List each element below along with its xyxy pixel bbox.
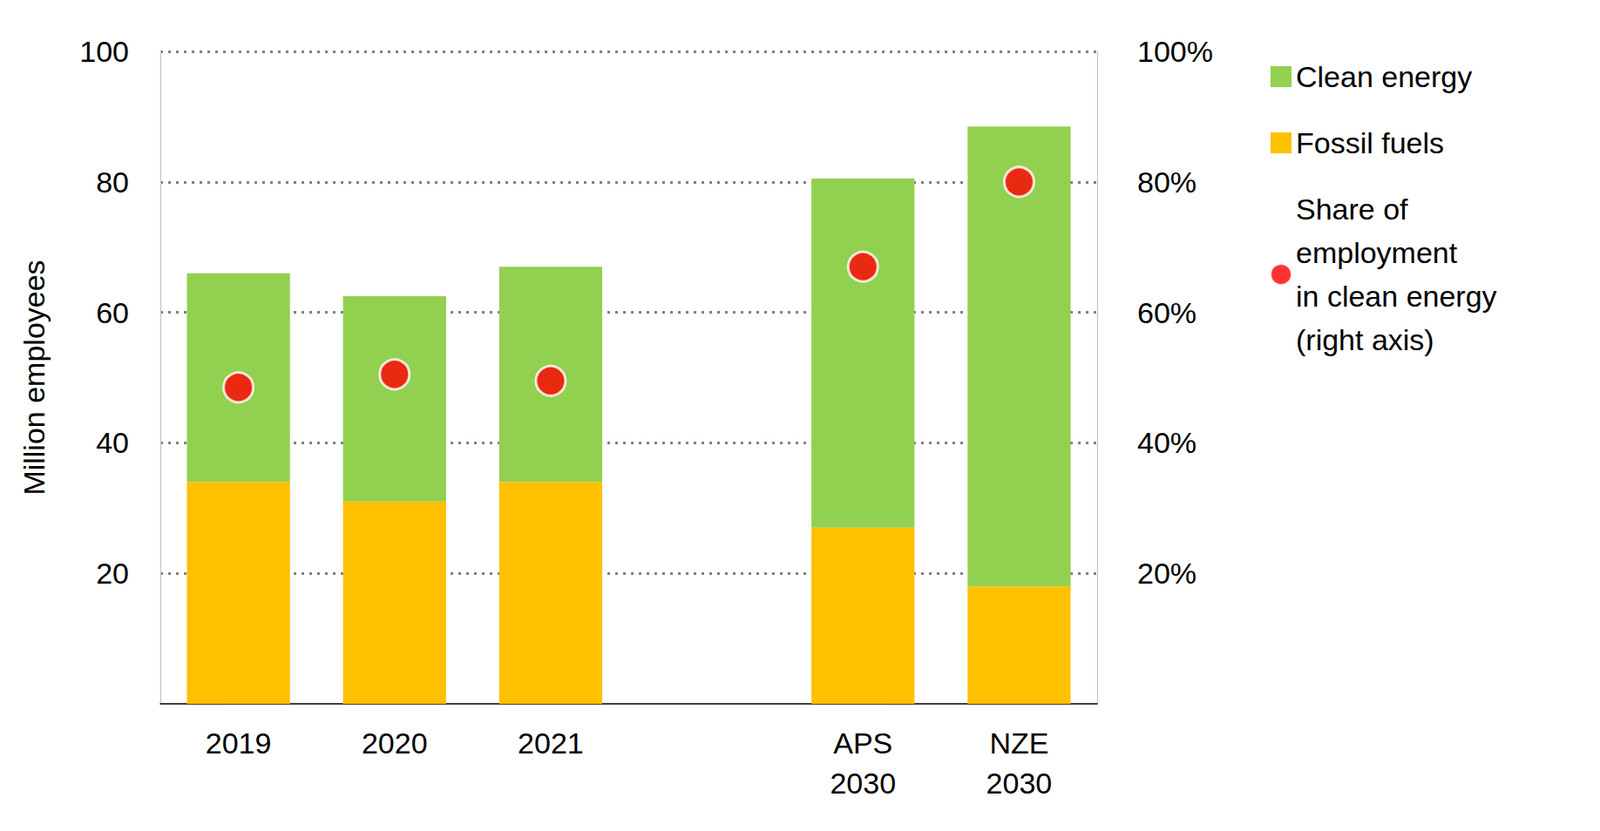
svg-text:in clean energy: in clean energy (1295, 279, 1498, 313)
svg-text:Fossil fuels: Fossil fuels (1295, 126, 1445, 160)
svg-text:(right axis): (right axis) (1295, 323, 1435, 357)
svg-text:60%: 60% (1137, 296, 1197, 330)
svg-text:APS: APS (833, 726, 893, 760)
svg-text:80: 80 (95, 165, 129, 199)
svg-text:NZE: NZE (989, 726, 1049, 760)
svg-text:20: 20 (95, 556, 129, 590)
svg-text:Share of: Share of (1295, 192, 1409, 226)
svg-text:40: 40 (95, 426, 129, 460)
svg-text:2020: 2020 (361, 726, 428, 760)
svg-text:2030: 2030 (829, 766, 896, 800)
svg-text:2030: 2030 (986, 766, 1053, 800)
svg-text:20%: 20% (1137, 556, 1197, 590)
svg-text:2019: 2019 (205, 726, 272, 760)
svg-text:40%: 40% (1137, 426, 1197, 460)
svg-text:80%: 80% (1137, 165, 1197, 199)
svg-text:2021: 2021 (517, 726, 584, 760)
svg-text:100: 100 (79, 34, 129, 68)
svg-text:60: 60 (95, 296, 129, 330)
svg-text:employment: employment (1295, 236, 1458, 270)
svg-text:100%: 100% (1137, 34, 1214, 68)
svg-text:Clean energy: Clean energy (1295, 60, 1472, 94)
svg-text:Million employees: Million employees (17, 259, 51, 495)
